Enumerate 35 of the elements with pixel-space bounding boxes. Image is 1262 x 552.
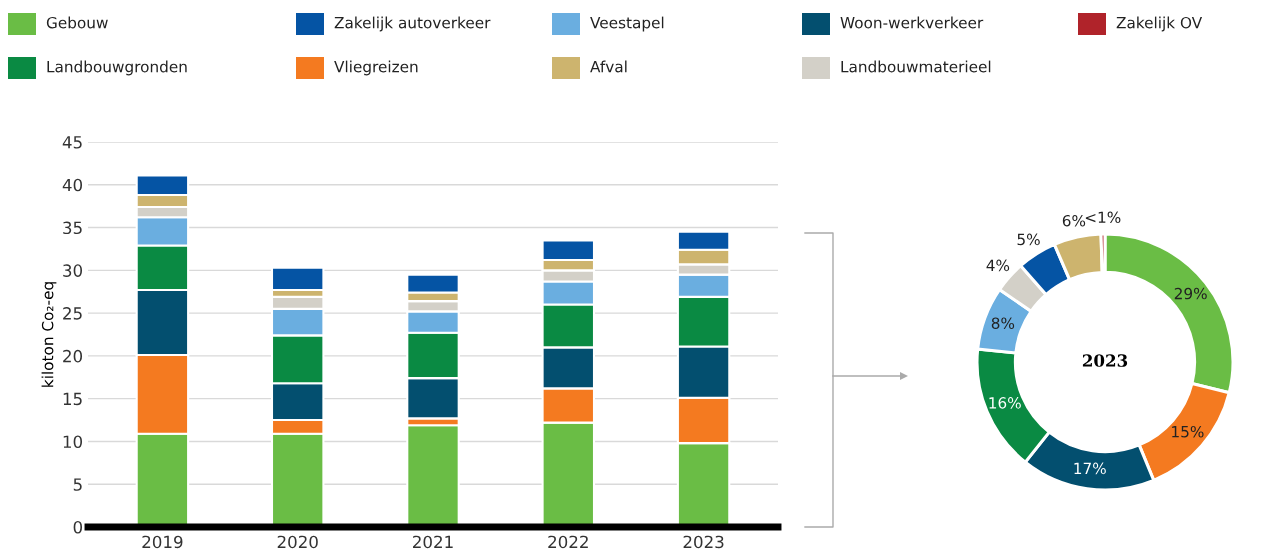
y-tick-label: 25 <box>63 307 82 320</box>
legend-label: Afval <box>590 60 627 73</box>
x-tick-label: 2021 <box>413 535 453 549</box>
legend-label: Zakelijk autoverkeer <box>334 16 491 32</box>
x-tick-label: 2019 <box>142 535 183 549</box>
y-tick-label: 10 <box>63 435 83 449</box>
y-tick-label: 45 <box>62 136 82 149</box>
data-label: 5% <box>1017 233 1040 246</box>
legend-label: Woon-werkverkeer <box>840 16 984 29</box>
x-tick-label: 2023 <box>683 535 724 549</box>
x-tick-label: 2022 <box>548 535 588 549</box>
legend-label: Zakelijk OV <box>1116 16 1203 32</box>
data-label: 16% <box>989 397 1021 409</box>
data-label: 4% <box>986 259 1010 272</box>
y-tick-label: 5 <box>73 478 82 491</box>
data-label: 29% <box>1174 287 1207 300</box>
y-tick-label: 15 <box>63 392 82 406</box>
y-tick-label: 40 <box>62 178 83 192</box>
y-tick-label: 0 <box>73 520 83 534</box>
data-label: 17% <box>1074 462 1106 475</box>
y-tick-label: 35 <box>63 221 82 235</box>
y-axis-title: kiloton Co₂-eq <box>41 282 57 387</box>
legend-label: Vliegreizen <box>334 60 418 76</box>
y-tick-label: 30 <box>63 264 83 277</box>
data-label: 8% <box>991 317 1015 329</box>
legend-label: Landbouwgronden <box>47 60 187 76</box>
x-tick-label: 2020 <box>277 535 318 549</box>
y-tick-label: 20 <box>63 349 83 363</box>
data-label: 6% <box>1062 214 1086 227</box>
legend-label: Landbouwmaterieel <box>841 60 991 73</box>
data-label: 15% <box>1172 425 1204 438</box>
data-label: <1% <box>1085 211 1121 224</box>
legend-label: Gebouw <box>46 16 108 29</box>
text: 2023 <box>1082 354 1128 367</box>
legend-label: Veestapel <box>590 16 664 32</box>
